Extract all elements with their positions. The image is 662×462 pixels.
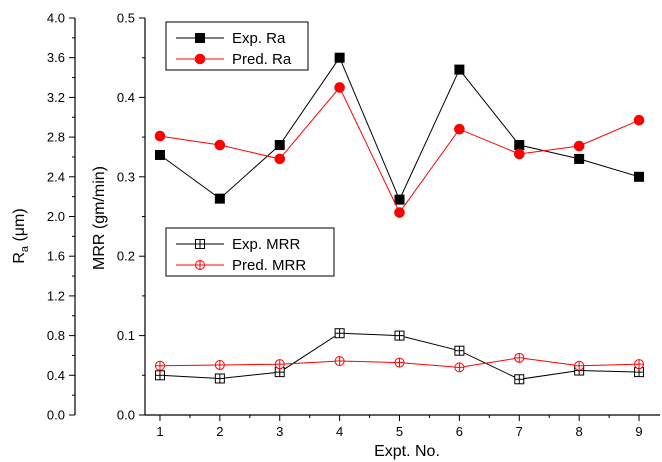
x-tick-label: 5 xyxy=(396,424,403,439)
x-tick-label: 9 xyxy=(635,424,642,439)
right-tick-label: 0.0 xyxy=(117,408,135,423)
data-point-exp-mrr xyxy=(514,374,525,385)
data-point-exp-ra xyxy=(514,140,525,151)
x-tick-label: 8 xyxy=(576,424,583,439)
data-point-pred-ra xyxy=(154,130,166,142)
x-tick-label: 3 xyxy=(276,424,283,439)
left-tick-label: 4.0 xyxy=(47,11,65,26)
data-point-pred-mrr xyxy=(514,352,525,363)
data-point-pred-mrr xyxy=(394,357,405,368)
series-line-exp-ra xyxy=(159,56,640,201)
right-tick-label: 0.1 xyxy=(117,328,135,343)
legend-label: Exp. Ra xyxy=(232,30,286,47)
left-tick-label: 2.0 xyxy=(47,209,65,224)
legend-item: Exp. MRR xyxy=(176,236,301,253)
left-tick-label: 3.6 xyxy=(47,50,65,65)
data-point-pred-ra xyxy=(633,114,645,126)
x-tick-label: 7 xyxy=(516,424,523,439)
data-point-pred-ra xyxy=(513,148,525,160)
data-point-exp-ra xyxy=(274,140,285,151)
left-tick-label: 0.0 xyxy=(47,408,65,423)
legend-marker xyxy=(195,33,205,43)
left-axis-title: Ra (μm) xyxy=(11,208,31,263)
data-point-pred-mrr xyxy=(274,359,285,370)
data-point-pred-mrr xyxy=(574,360,585,371)
x-tick-label: 1 xyxy=(156,424,163,439)
left-y-axis: 0.0 0.4 0.8 1.2 1.6 2.0 2.4 2.8 3.2 3.6 4.0 xyxy=(47,11,76,423)
data-point-pred-ra xyxy=(274,153,286,165)
series-pred-ra xyxy=(154,82,645,218)
data-point-exp-mrr xyxy=(214,373,225,384)
data-point-pred-mrr xyxy=(634,359,645,370)
x-tick-label: 2 xyxy=(216,424,223,439)
data-point-exp-ra xyxy=(334,52,345,63)
left-tick-label: 1.2 xyxy=(47,288,65,303)
legend-marker xyxy=(194,53,206,65)
data-point-exp-ra xyxy=(454,64,465,75)
right-tick-label: 0.5 xyxy=(117,11,135,26)
data-point-exp-ra xyxy=(574,153,585,164)
legend-marker xyxy=(195,239,205,249)
legend-item: Pred. Ra xyxy=(176,51,292,68)
series-line-pred-ra xyxy=(159,86,640,214)
left-tick-label: 0.4 xyxy=(47,368,65,383)
x-axis-title: Expt. No. xyxy=(374,443,440,460)
data-point-exp-ra xyxy=(214,193,225,204)
data-point-pred-ra xyxy=(573,140,585,152)
data-point-exp-ra xyxy=(394,194,405,205)
right-tick-label: 0.4 xyxy=(117,90,135,105)
left-tick-label: 2.4 xyxy=(47,169,65,184)
data-point-pred-mrr xyxy=(154,360,165,371)
data-point-pred-mrr xyxy=(214,359,225,370)
legend-label: Pred. Ra xyxy=(232,51,292,68)
data-point-exp-mrr xyxy=(394,330,405,341)
left-tick-label: 2.8 xyxy=(47,130,65,145)
left-tick-label: 1.6 xyxy=(47,249,65,264)
legend-box xyxy=(165,227,335,277)
series-pred-mrr xyxy=(154,352,645,373)
legend-ra: Exp. Ra Pred. Ra xyxy=(165,21,309,71)
series-exp-mrr xyxy=(154,328,645,385)
data-point-pred-ra xyxy=(454,123,465,135)
left-tick-label: 3.2 xyxy=(47,90,65,105)
x-tick-label: 6 xyxy=(456,424,463,439)
legend-mrr: Exp. MRR Pred. MRR xyxy=(165,227,335,277)
legend-label: Exp. MRR xyxy=(232,236,301,253)
data-point-pred-mrr xyxy=(454,362,465,373)
left-tick-label: 0.8 xyxy=(47,328,65,343)
right-tick-label: 0.3 xyxy=(117,169,135,184)
x-axis: 1 2 3 4 5 6 7 8 9 xyxy=(145,414,660,439)
data-point-exp-mrr xyxy=(454,345,465,356)
legend-box xyxy=(165,21,309,71)
right-y-axis: 0.0 0.1 0.2 0.3 0.4 0.5 xyxy=(117,11,146,423)
data-point-exp-mrr xyxy=(334,328,345,339)
legend-label: Pred. MRR xyxy=(232,257,306,274)
data-point-pred-mrr xyxy=(334,356,345,367)
data-point-pred-ra xyxy=(214,139,226,151)
data-point-exp-ra xyxy=(154,149,165,160)
data-point-pred-ra xyxy=(334,82,345,93)
right-tick-label: 0.2 xyxy=(117,249,135,264)
series-layer xyxy=(154,52,645,385)
data-point-exp-mrr xyxy=(154,370,165,381)
series-exp-ra xyxy=(154,52,645,205)
legend-item: Exp. Ra xyxy=(176,30,286,47)
right-axis-title: MRR (gm/min) xyxy=(91,166,108,270)
legend-item: Pred. MRR xyxy=(176,257,306,274)
data-point-exp-ra xyxy=(634,171,645,182)
x-tick-label: 4 xyxy=(336,424,343,439)
legend-marker xyxy=(195,260,205,270)
data-point-pred-ra xyxy=(394,207,405,218)
